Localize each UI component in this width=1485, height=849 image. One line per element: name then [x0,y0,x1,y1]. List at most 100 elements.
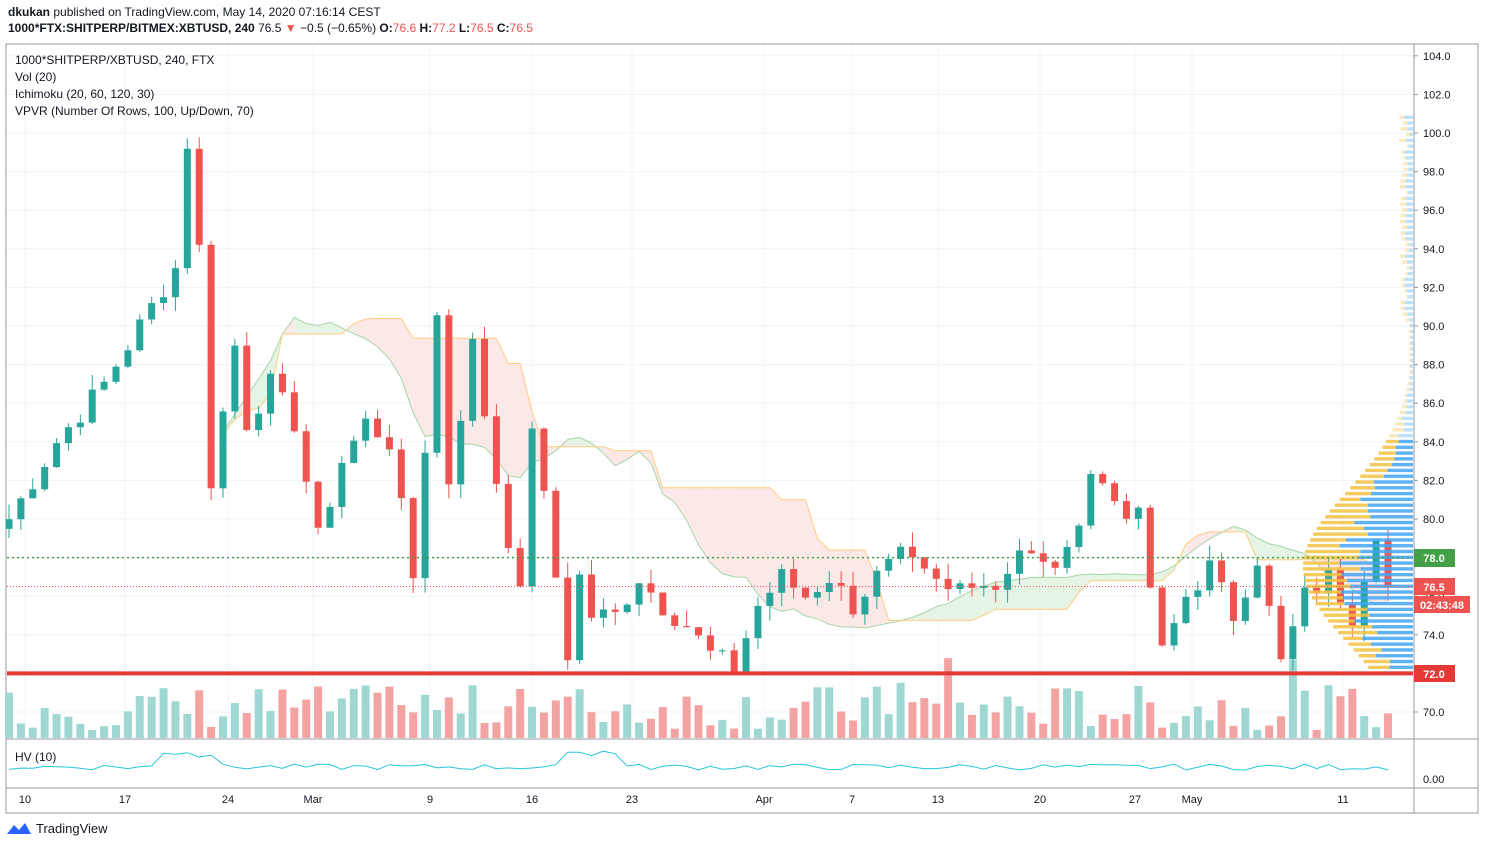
vpvr-down-bar [1382,445,1396,449]
candle-body [552,490,560,578]
vpvr-up-bar [1406,138,1413,143]
vpvr-down-bar [1404,289,1408,293]
candle-body [1277,605,1285,660]
volume-bar [147,696,156,738]
vpvr-down-bar [1395,422,1404,426]
vpvr-down-bar [1402,312,1408,316]
candle-body [1075,525,1083,548]
vpvr-up-bar [1409,387,1413,392]
vpvr-down-bar [1397,416,1402,421]
legend-vpvr: VPVR (Number Of Rows, 100, Up/Down, 70) [15,104,254,118]
cloud-segment [1090,574,1103,581]
support-price-label: 72.0 [1423,669,1444,681]
candle-body [956,583,964,590]
volume-bar [551,700,560,738]
cloud-segment [401,318,414,413]
candle-body [1015,550,1023,574]
vpvr-down-bar [1408,376,1410,380]
volume-bar [432,710,441,738]
x-tick-label: 24 [222,794,234,806]
vpvr-down-bar [1311,596,1344,600]
vpvr-up-bar [1401,416,1413,421]
candle-body [1265,565,1273,606]
candle-body [290,392,298,432]
vpvr-up-bar [1389,665,1413,670]
candle-body [278,373,286,393]
vpvr-down-bar [1403,399,1407,403]
candle-body [76,422,84,428]
vpvr-down-bar [1400,202,1407,206]
vpvr-up-bar [1370,515,1413,519]
candle-body [564,577,572,661]
footer-brand: TradingView [36,820,108,836]
vpvr-up-bar [1409,242,1413,247]
volume-bar [1181,716,1190,738]
vpvr-up-bar [1408,295,1413,299]
cloud-segment [1043,577,1056,610]
cloud-segment [710,487,723,574]
volume-bar [1360,716,1369,738]
candle-body [17,498,25,520]
vpvr-down-bar [1358,654,1376,658]
vpvr-up-bar [1409,318,1413,322]
candle-body [528,428,536,587]
volume-bar [682,696,691,738]
vpvr-down-bar [1328,619,1355,623]
vpvr-up-bar [1409,266,1413,270]
candle-body [1087,473,1095,526]
volume-bar [730,728,739,738]
candle-body [1134,507,1142,519]
volume-bar [456,713,465,738]
volume-bar [932,703,941,738]
candle-body [1170,623,1178,646]
vpvr-down-bar [1403,161,1408,166]
vpvr-down-bar [1323,613,1370,617]
cloud-segment [936,603,949,621]
volume-bar [123,711,132,738]
volume-bar [1122,714,1131,738]
volume-bar [611,711,620,738]
vpvr-up-bar [1407,260,1413,264]
axis-ticks: 70.072.074.076.078.080.082.084.086.088.0… [19,51,1451,806]
candle-body [1099,473,1107,484]
high-label: H: [419,21,433,35]
candle-body [647,583,655,593]
candle-body [433,315,441,453]
y-tick-label: 96.0 [1423,205,1444,217]
candle-body [873,570,881,597]
chart-border [5,43,1479,814]
close-value: 76.5 [509,21,533,35]
vpvr-up-bar [1406,399,1413,403]
volume-bar [1098,714,1107,738]
candle-body [255,413,263,430]
vpvr-up-bar [1346,578,1413,583]
vpvr-down-bar [1409,324,1411,328]
vpvr-down-bar [1401,150,1405,154]
cloud-segment [698,487,711,563]
candle-body [326,506,334,528]
vpvr-down-bar [1329,509,1368,513]
vpvr-down-bar [1360,474,1384,478]
candle-body [1004,573,1012,590]
x-tick-label: 13 [932,794,944,806]
volume-bar [1027,712,1036,738]
candle-body [932,568,940,579]
chart-header: dkukan published on TradingView.com, May… [8,4,533,36]
candle-body [623,604,631,612]
vpvr-down-bar [1316,526,1364,531]
candle-body [849,585,857,615]
cloud-segment [948,596,961,621]
vpvr-up-bar [1410,341,1413,345]
volume-bar [302,699,311,738]
volume-bar [801,701,810,738]
volume-bar [646,718,655,738]
candle-body [29,489,37,499]
candle-body [362,418,370,441]
candle-body [445,315,453,485]
vpvr-down-bar [1400,213,1406,218]
volume-bar [28,727,37,738]
candle-body [718,650,726,652]
vpvr-down-bar [1309,590,1342,594]
vpvr-up-bar [1407,393,1413,397]
